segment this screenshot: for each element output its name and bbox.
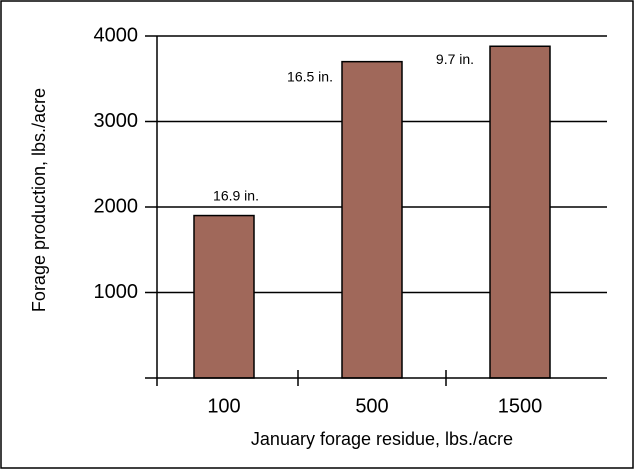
y-tick-label: 1000 bbox=[94, 281, 139, 303]
y-tick-label: 3000 bbox=[94, 110, 139, 132]
y-tick-label: 2000 bbox=[94, 195, 139, 217]
bar bbox=[489, 45, 551, 379]
x-tick-label: 500 bbox=[355, 395, 388, 417]
y-tick-label: 4000 bbox=[94, 24, 139, 46]
bar bbox=[193, 214, 255, 379]
x-tick-label: 100 bbox=[207, 395, 240, 417]
bar-annotation: 16.9 in. bbox=[213, 187, 259, 203]
bar-annotation: 9.7 in. bbox=[436, 51, 474, 67]
x-tick-label: 1500 bbox=[498, 395, 543, 417]
bar-annotation: 16.5 in. bbox=[287, 68, 333, 84]
x-axis-label: January forage residue, lbs./acre bbox=[251, 429, 513, 449]
bar bbox=[341, 60, 403, 379]
y-axis-label: Forage production, lbs./acre bbox=[29, 88, 49, 312]
